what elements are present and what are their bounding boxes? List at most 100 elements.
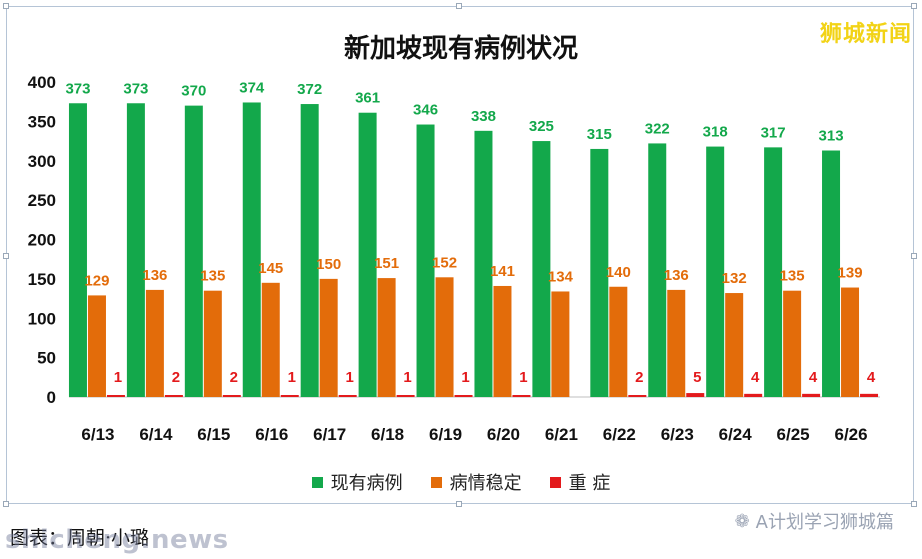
bar-critical <box>860 393 879 397</box>
resize-handle-top-right[interactable] <box>911 3 917 9</box>
bar-critical <box>686 393 705 397</box>
bar-stable <box>493 285 512 397</box>
x-tick-label: 6/21 <box>545 425 578 444</box>
chart-title: 新加坡现有病例状况 <box>343 34 578 64</box>
y-tick-label: 0 <box>47 388 56 407</box>
data-label: 315 <box>587 126 612 143</box>
bar-stable <box>261 282 280 397</box>
chart-legend: 现有病例 病情稳定 重 症 <box>0 469 922 495</box>
x-tick-label: 6/13 <box>81 425 114 444</box>
resize-handle-bottom-left[interactable] <box>3 501 9 507</box>
bar-stable <box>667 289 686 397</box>
resize-handle-top[interactable] <box>456 3 462 9</box>
x-tick-label: 6/23 <box>661 425 694 444</box>
data-label: 136 <box>142 267 167 284</box>
chart-credit: 图表：周朝·小璐 <box>10 527 150 549</box>
legend-item-critical: 重 症 <box>549 469 611 495</box>
legend-swatch-green <box>311 476 323 488</box>
bar-critical <box>628 395 647 397</box>
data-label: 318 <box>703 124 728 141</box>
data-label: 361 <box>355 90 380 107</box>
data-label: 1 <box>461 369 469 386</box>
resize-handle-right[interactable] <box>911 253 917 259</box>
data-label: 1 <box>288 369 296 386</box>
bar-critical <box>222 395 241 397</box>
x-tick-label: 6/14 <box>139 425 173 444</box>
bar-current <box>242 102 261 397</box>
x-tick-label: 6/16 <box>255 425 288 444</box>
wechat-source: ❁ A计划学习狮城篇 <box>735 508 894 534</box>
data-label: 134 <box>548 268 574 285</box>
data-label: 4 <box>809 369 818 386</box>
chart-frame <box>3 3 917 507</box>
data-label: 1 <box>403 369 411 386</box>
data-label: 150 <box>316 256 341 273</box>
y-tick-label: 400 <box>28 73 56 92</box>
wechat-icon: ❁ <box>734 510 750 532</box>
bar-critical <box>106 395 125 397</box>
y-tick-label: 250 <box>28 191 56 210</box>
data-label: 136 <box>664 267 689 284</box>
data-label: 145 <box>258 260 283 277</box>
bar-critical <box>454 395 473 397</box>
data-label: 372 <box>297 81 322 98</box>
data-label: 322 <box>645 120 670 137</box>
x-tick-label: 6/25 <box>777 425 810 444</box>
data-label: 1 <box>519 369 527 386</box>
data-label: 2 <box>172 369 180 386</box>
bar-critical <box>802 393 821 397</box>
bar-stable <box>783 290 802 397</box>
legend-swatch-orange <box>430 476 442 488</box>
data-label: 5 <box>693 369 701 386</box>
wechat-source-label: A计划学习狮城篇 <box>755 512 894 533</box>
data-label: 135 <box>780 268 805 285</box>
data-label: 338 <box>471 108 496 125</box>
bar-current <box>126 103 145 397</box>
bar-critical <box>280 395 299 397</box>
data-label: 132 <box>722 270 747 287</box>
resize-handle-bottom-right[interactable] <box>911 501 917 507</box>
data-label: 373 <box>123 80 148 97</box>
legend-label: 病情稳定 <box>449 473 522 494</box>
x-tick-label: 6/17 <box>313 425 346 444</box>
bar-current <box>706 146 725 397</box>
data-label: 152 <box>432 254 457 271</box>
bar-current <box>416 124 435 398</box>
y-tick-label: 100 <box>28 309 56 328</box>
resize-handle-top-left[interactable] <box>3 3 9 9</box>
data-label: 325 <box>529 118 554 135</box>
x-tick-label: 6/26 <box>834 425 867 444</box>
y-tick-label: 50 <box>37 349 56 368</box>
data-label: 2 <box>230 369 238 386</box>
bar-stable <box>145 289 164 397</box>
bar-stable <box>319 278 338 397</box>
bar-critical <box>744 393 763 397</box>
bar-critical <box>396 395 415 397</box>
data-label: 1 <box>114 369 122 386</box>
bar-stable <box>725 293 744 397</box>
data-label: 373 <box>65 80 90 97</box>
data-label: 141 <box>490 263 515 280</box>
x-tick-label: 6/24 <box>719 425 753 444</box>
data-label: 374 <box>239 79 265 96</box>
bar-current <box>590 148 609 397</box>
data-label: 4 <box>751 369 760 386</box>
data-label: 129 <box>84 272 109 289</box>
bar-current <box>532 141 551 397</box>
data-label: 370 <box>181 83 206 100</box>
bar-current <box>184 105 203 397</box>
bar-critical <box>338 395 357 397</box>
x-tick-label: 6/22 <box>603 425 636 444</box>
resize-handle-left[interactable] <box>3 253 9 259</box>
y-tick-label: 200 <box>28 231 56 250</box>
x-tick-label: 6/15 <box>197 425 230 444</box>
data-label: 4 <box>867 369 876 386</box>
legend-label: 重 症 <box>568 473 611 494</box>
bar-current <box>764 147 783 397</box>
y-tick-label: 300 <box>28 152 56 171</box>
resize-handle-bottom[interactable] <box>456 501 462 507</box>
data-label: 1 <box>346 369 354 386</box>
y-tick-label: 350 <box>28 112 56 131</box>
bar-stable <box>841 287 860 397</box>
bar-current <box>648 143 667 397</box>
